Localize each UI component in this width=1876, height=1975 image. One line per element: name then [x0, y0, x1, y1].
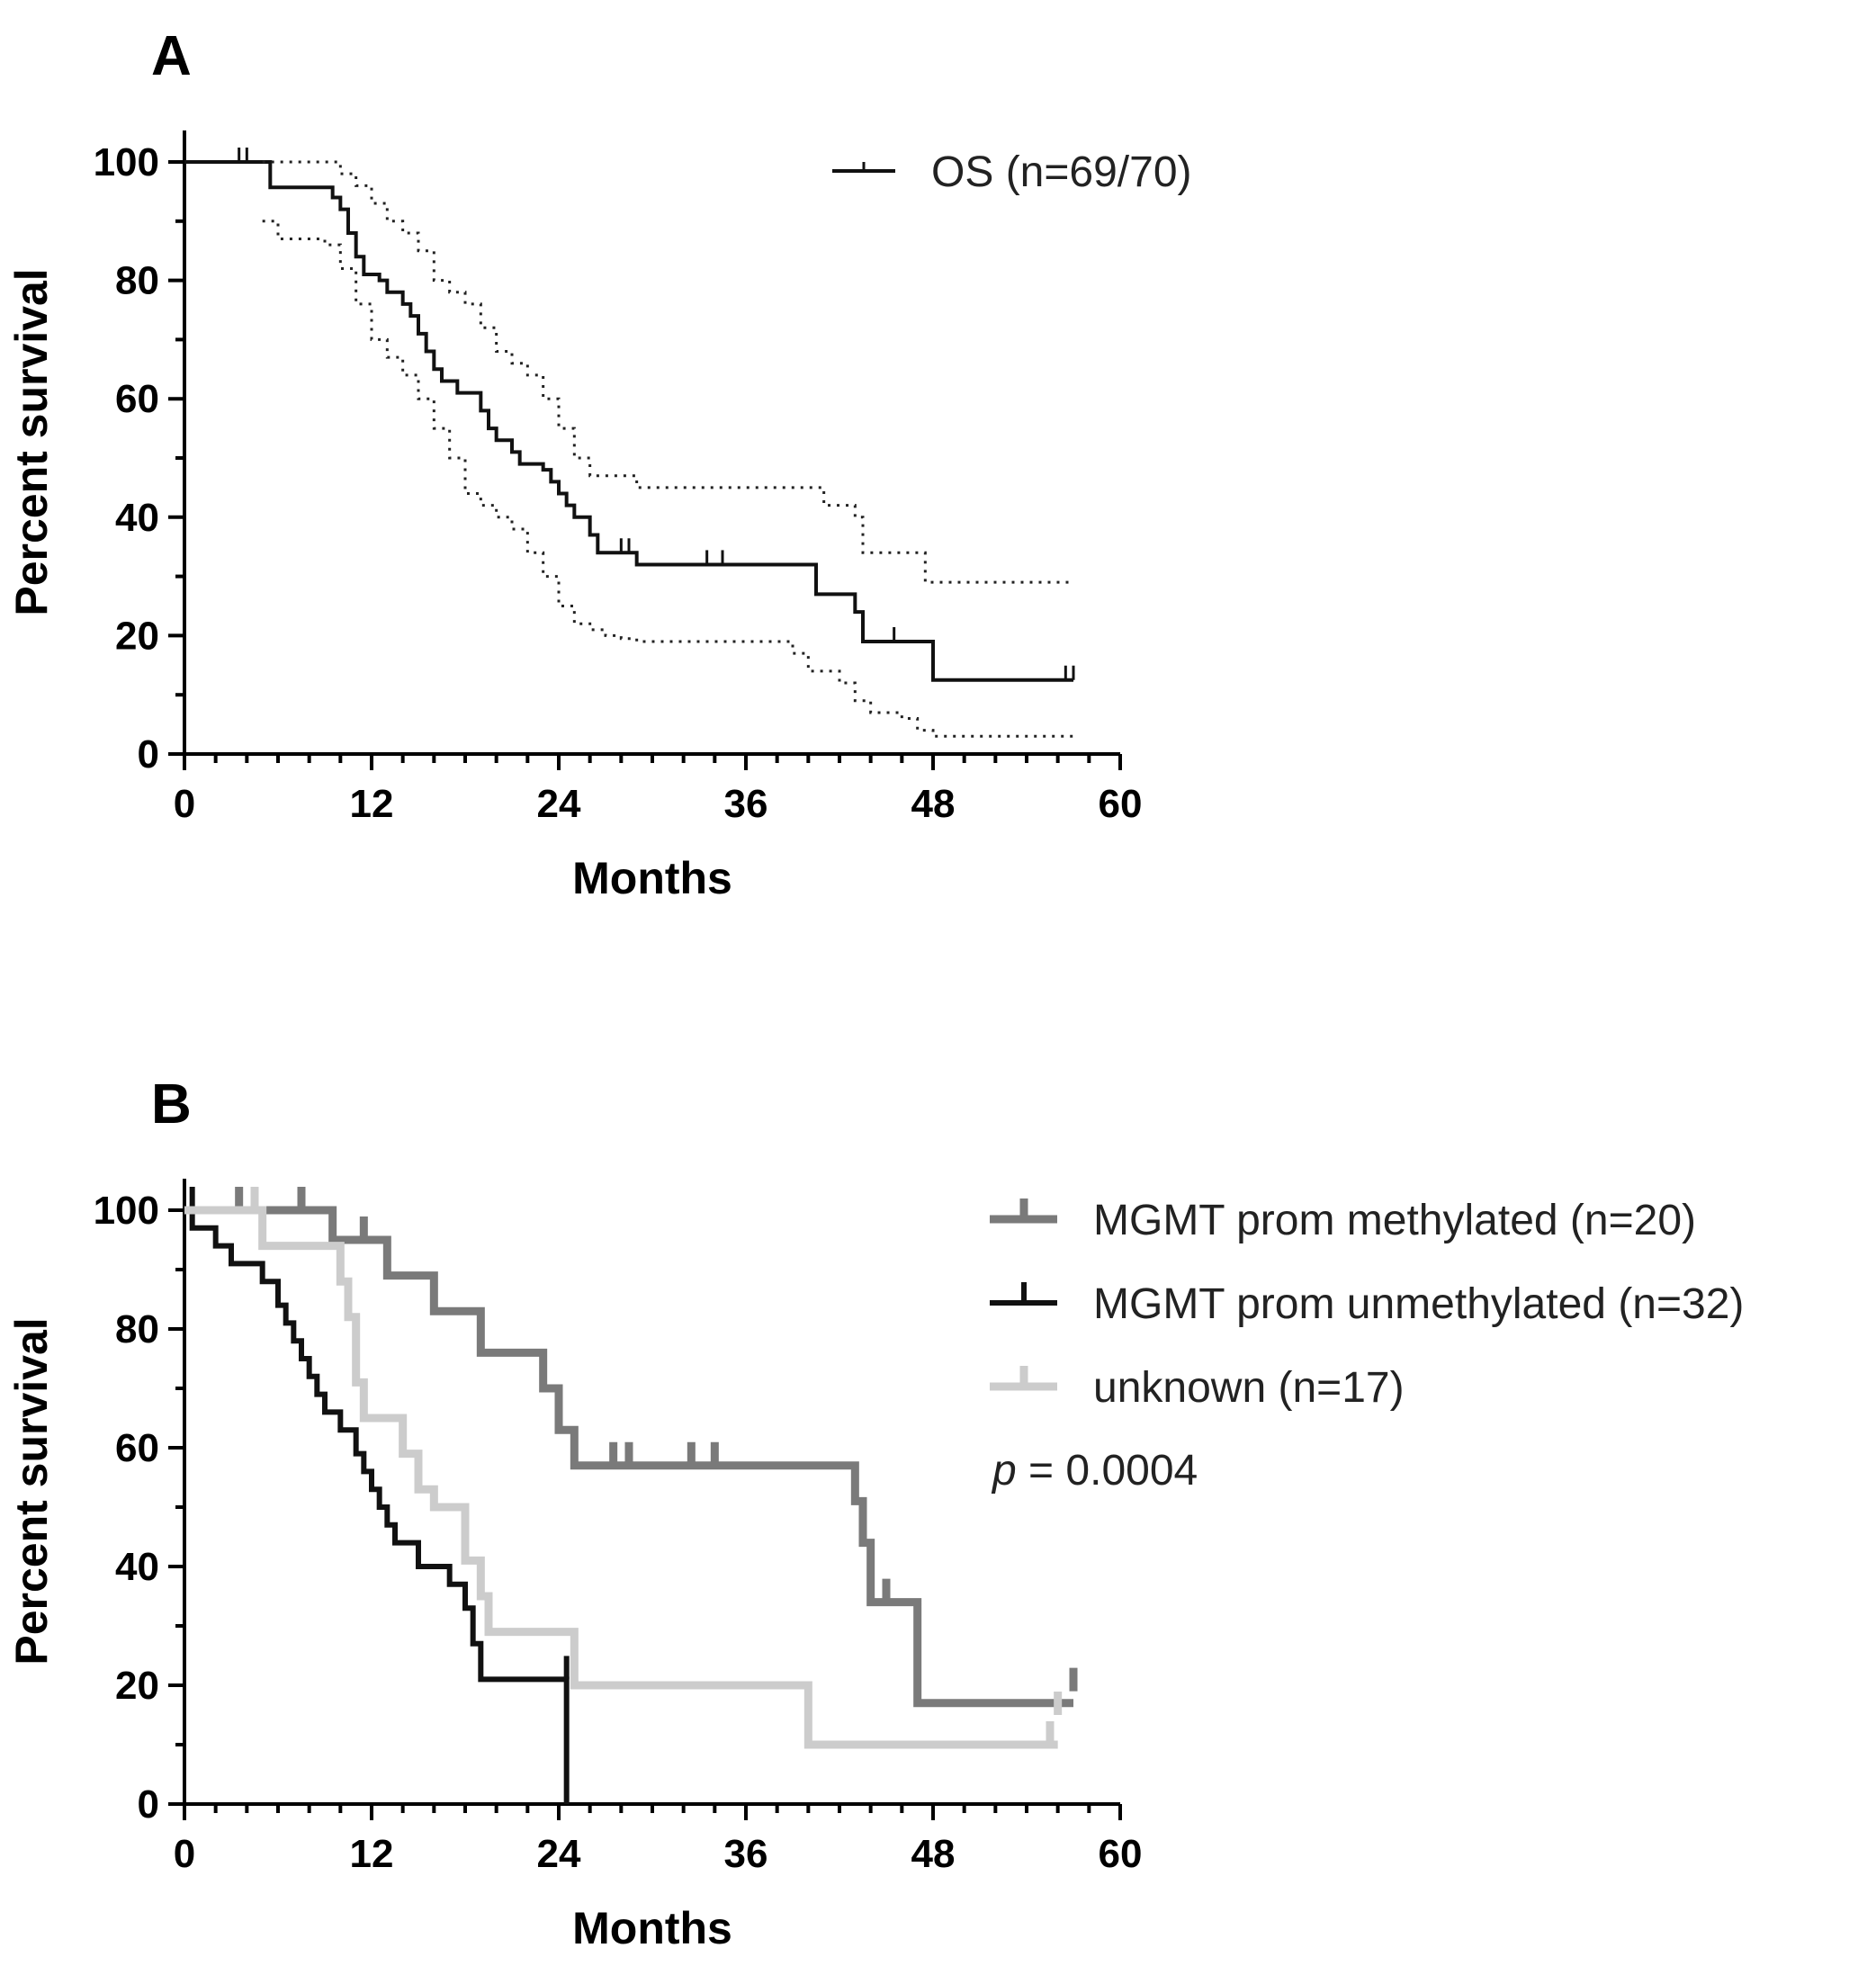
km-curve-1-1 [184, 1207, 570, 1804]
y-tick-label: 0 [138, 1782, 159, 1827]
x-tick-label: 48 [911, 782, 956, 826]
y-tick-label: 60 [115, 377, 159, 421]
x-axis-title: Months [572, 853, 732, 903]
km-curve-1-2 [184, 1206, 1058, 1749]
y-tick-label: 40 [115, 496, 159, 540]
legend-unknown-label: unknown (n=17) [1093, 1364, 1405, 1412]
x-tick-label: 24 [537, 1832, 581, 1876]
y-axis-title: Percent survival [6, 1317, 57, 1665]
x-tick-label: 60 [1099, 1832, 1143, 1876]
km-curve-1-0 [184, 1206, 1073, 1708]
km-curve-0-0 [184, 160, 1073, 682]
x-tick-label: 0 [174, 1832, 195, 1876]
y-tick-label: 80 [115, 1307, 159, 1351]
y-tick-label: 100 [94, 140, 159, 184]
panel-b-label: B [151, 1073, 192, 1136]
legend-methylated-label: MGMT prom methylated (n=20) [1093, 1197, 1696, 1244]
panel-b-legend: MGMT prom methylated (n=20) MGMT prom un… [990, 1197, 1744, 1495]
y-tick-label: 100 [94, 1189, 159, 1233]
km-curve-0-2 [262, 220, 1073, 738]
x-tick-label: 36 [724, 782, 768, 826]
x-axis-title: Months [572, 1903, 732, 1953]
panel-a-label: A [151, 25, 192, 87]
p-value-text: = 0.0004 [1017, 1447, 1198, 1495]
y-tick-label: 80 [115, 259, 159, 303]
x-tick-label: 60 [1099, 782, 1143, 826]
panel-a-legend: OS (n=69/70) [832, 148, 1192, 196]
x-tick-label: 36 [724, 1832, 768, 1876]
x-tick-label: 24 [537, 782, 581, 826]
y-axis-title: Percent survival [6, 268, 57, 615]
x-tick-label: 48 [911, 1832, 956, 1876]
x-tick-label: 12 [350, 782, 394, 826]
y-tick-label: 0 [138, 732, 159, 777]
p-value-symbol: p [991, 1447, 1017, 1495]
legend-os-label: OS (n=69/70) [931, 148, 1192, 196]
y-tick-label: 40 [115, 1545, 159, 1589]
panel-a: A 0 12 24 36 48 60 0 20 40 60 80 100 Months Percent s… [6, 25, 1192, 903]
p-value-annotation: p = 0.0004 [991, 1447, 1198, 1495]
panel-a-plot: 0 12 24 36 48 60 0 20 40 60 80 100 Months Percent sur… [6, 130, 1142, 903]
x-tick-label: 12 [350, 1832, 394, 1876]
y-tick-label: 20 [115, 614, 159, 658]
panel-b-plot: 0 12 24 36 48 60 0 20 40 60 80 100 Months Percent sur… [6, 1179, 1142, 1953]
panel-b: B 0 12 24 36 48 60 0 20 40 60 80 100 Months Percent s… [6, 1073, 1744, 1953]
y-tick-label: 60 [115, 1426, 159, 1470]
km-curve-0-1 [262, 160, 1073, 584]
x-tick-label: 0 [174, 782, 195, 826]
y-tick-label: 20 [115, 1664, 159, 1708]
legend-unmethylated-label: MGMT prom unmethylated (n=32) [1093, 1280, 1744, 1328]
